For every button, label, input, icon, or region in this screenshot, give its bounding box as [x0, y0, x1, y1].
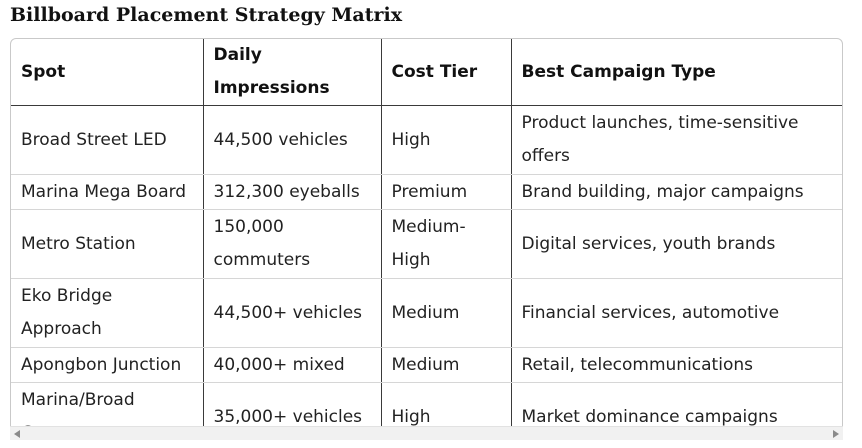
cell-spot: Metro Station — [11, 209, 204, 279]
cell-impressions: 44,500+ vehicles — [203, 278, 382, 348]
cell-campaign-type: Retail, telecommunications — [511, 347, 842, 383]
cell-spot: Eko Bridge Approach — [11, 278, 204, 348]
scroll-right-arrow-icon[interactable] — [833, 430, 839, 438]
cell-cost-tier: Medium-High — [381, 209, 512, 279]
cell-cost-tier: Premium — [381, 174, 512, 210]
strategy-table: Spot Daily Impressions Cost Tier Best Ca… — [11, 39, 842, 439]
table-row: Apongbon Junction 40,000+ mixed Medium R… — [11, 347, 842, 383]
cell-spot: Marina Mega Board — [11, 174, 204, 210]
cell-impressions: 150,000 commuters — [203, 209, 382, 279]
horizontal-scrollbar[interactable] — [10, 426, 843, 440]
header-cost-tier: Cost Tier — [381, 39, 512, 106]
cell-impressions: 312,300 eyeballs — [203, 174, 382, 210]
cell-campaign-type: Financial services, automotive — [511, 278, 842, 348]
table-row: Marina Mega Board 312,300 eyeballs Premi… — [11, 174, 842, 210]
scroll-left-arrow-icon[interactable] — [14, 430, 20, 438]
cell-impressions: 40,000+ mixed — [203, 347, 382, 383]
table-container[interactable]: Spot Daily Impressions Cost Tier Best Ca… — [10, 38, 843, 440]
header-best-campaign-type: Best Campaign Type — [511, 39, 842, 106]
table-row: Eko Bridge Approach 44,500+ vehicles Med… — [11, 278, 842, 348]
table-row: Broad Street LED 44,500 vehicles High Pr… — [11, 105, 842, 175]
cell-spot: Apongbon Junction — [11, 347, 204, 383]
cell-campaign-type: Digital services, youth brands — [511, 209, 842, 279]
cell-cost-tier: Medium — [381, 347, 512, 383]
cell-cost-tier: High — [381, 105, 512, 175]
cell-campaign-type: Brand building, major campaigns — [511, 174, 842, 210]
page-title: Billboard Placement Strategy Matrix — [10, 4, 403, 26]
table-header-row: Spot Daily Impressions Cost Tier Best Ca… — [11, 39, 842, 106]
cell-campaign-type: Product launches, time-sensitive offers — [511, 105, 842, 175]
cell-cost-tier: Medium — [381, 278, 512, 348]
cell-spot: Broad Street LED — [11, 105, 204, 175]
header-daily-impressions: Daily Impressions — [203, 39, 382, 106]
table-row: Metro Station 150,000 commuters Medium-H… — [11, 209, 842, 279]
cell-impressions: 44,500 vehicles — [203, 105, 382, 175]
header-spot: Spot — [11, 39, 204, 106]
scrollbar-track[interactable] — [24, 430, 829, 437]
